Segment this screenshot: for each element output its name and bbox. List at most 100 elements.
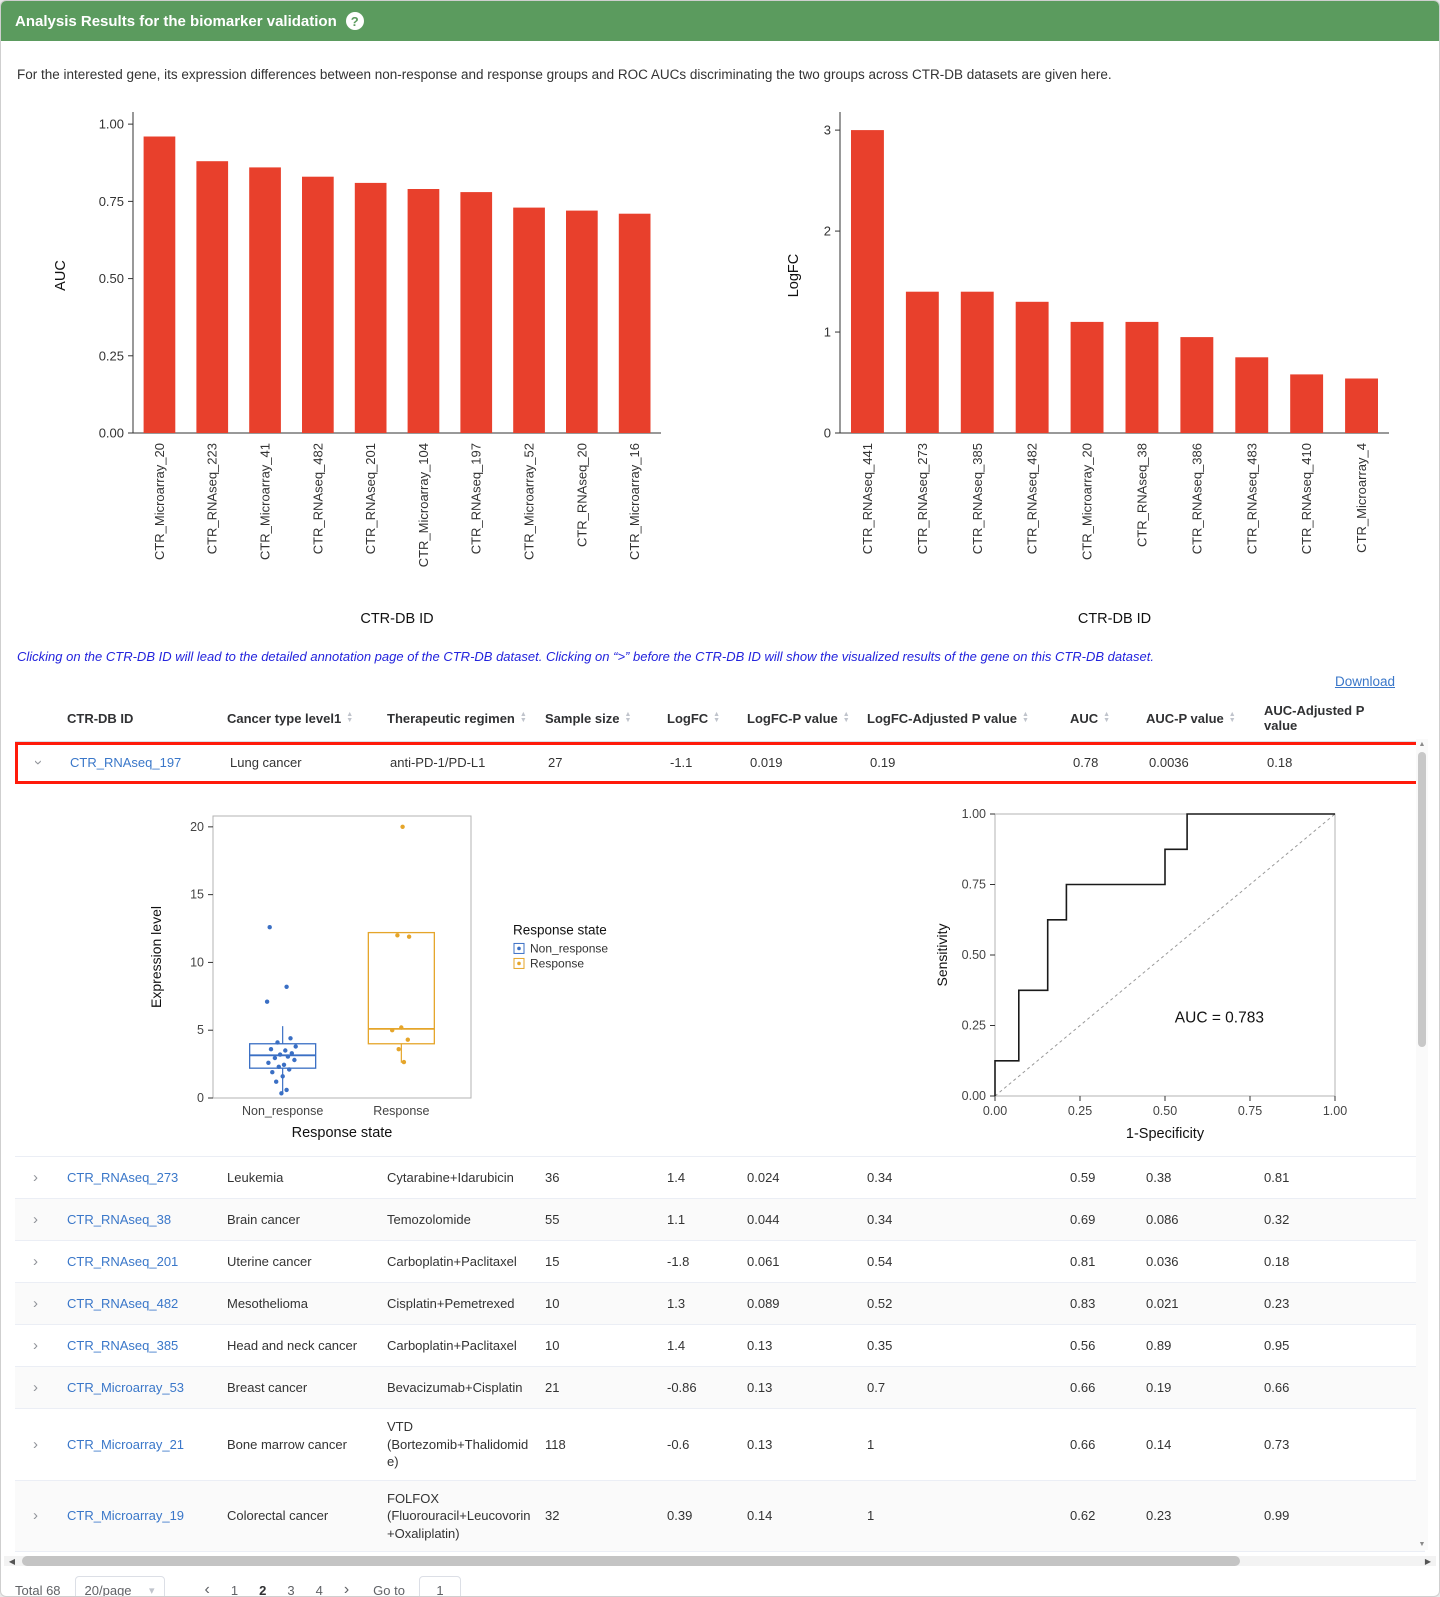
sort-caret-icon[interactable]: ▲ ▼: [519, 711, 527, 724]
cell-regimen: anti-PD-1/PD-L1: [390, 755, 486, 771]
expand-row-icon[interactable]: ›: [33, 1507, 38, 1525]
scroll-down-icon[interactable]: ▼: [1418, 1541, 1426, 1549]
column-header-logfc_adj_p[interactable]: LogFC-Adjusted P value ▲ ▼: [861, 703, 1064, 734]
sort-caret-icon[interactable]: ▲ ▼: [624, 711, 632, 724]
cell-auc: 0.81: [1070, 1253, 1096, 1269]
svg-text:CTR_RNAseq_20: CTR_RNAseq_20: [574, 443, 589, 547]
cell-sample: 10: [545, 1295, 560, 1311]
column-header-logfc[interactable]: LogFC ▲ ▼: [661, 703, 741, 734]
expand-row-icon[interactable]: ›: [33, 1378, 38, 1396]
sort-caret-icon[interactable]: ▲ ▼: [1022, 711, 1029, 724]
svg-text:CTR_RNAseq_482: CTR_RNAseq_482: [310, 443, 325, 554]
sort-caret-icon[interactable]: ▲ ▼: [713, 711, 721, 724]
svg-text:CTR_Microarray_4: CTR_Microarray_4: [1354, 443, 1369, 553]
svg-text:Response: Response: [530, 956, 584, 970]
table-row-CTR_RNAseq_201: › CTR_RNAseq_201 Uterine cancer Carboplatin…: [15, 1241, 1425, 1283]
horizontal-scroll-thumb[interactable]: [22, 1556, 1240, 1567]
cell-sample: 15: [545, 1253, 560, 1269]
page-button-1[interactable]: 1: [230, 1582, 239, 1597]
column-header-auc_p[interactable]: AUC-P value ▲ ▼: [1140, 703, 1258, 734]
cell-auc_p: 0.0036: [1149, 755, 1189, 771]
column-label: LogFC: [667, 710, 709, 726]
table-row-CTR_RNAseq_273: › CTR_RNAseq_273 Leukemia Cytarabine+Idarub…: [15, 1157, 1425, 1199]
vertical-scrollbar[interactable]: ▲ ▼: [1416, 739, 1428, 1551]
sort-caret-icon[interactable]: ▲ ▼: [842, 711, 850, 724]
cell-logfc: -0.86: [667, 1379, 697, 1395]
cell-auc: 0.69: [1070, 1211, 1096, 1227]
expand-row-icon[interactable]: ›: [33, 1252, 38, 1270]
cell-id: CTR_Microarray_53: [61, 1370, 221, 1406]
table-row-CTR_Microarray_53: › CTR_Microarray_53 Breast cancer Bevacizum…: [15, 1367, 1425, 1409]
ctr-db-id-link[interactable]: CTR_RNAseq_273: [67, 1169, 179, 1185]
ctr-db-id-link[interactable]: CTR_Microarray_19: [67, 1508, 185, 1524]
expand-row-icon[interactable]: ›: [33, 1336, 38, 1354]
cell-regimen: Cytarabine+Idarubicin: [387, 1169, 514, 1185]
svg-text:0: 0: [197, 1091, 204, 1105]
cell-logfc_adj_p: 0.54: [867, 1253, 893, 1269]
ctr-db-id-link[interactable]: CTR_RNAseq_385: [67, 1337, 179, 1353]
ctr-db-id-link[interactable]: CTR_RNAseq_201: [67, 1253, 179, 1269]
collapse-row-icon[interactable]: ›: [30, 760, 47, 766]
cell-logfc_p: 0.019: [750, 755, 783, 771]
sort-caret-icon[interactable]: ▲ ▼: [1228, 711, 1236, 724]
sort-caret-icon[interactable]: ▲ ▼: [346, 711, 354, 724]
horizontal-scroll-track[interactable]: [20, 1556, 1420, 1567]
column-label: LogFC-Adjusted P value: [867, 710, 1017, 726]
cell-logfc_p: 0.14: [747, 1508, 773, 1524]
chevron-down-icon: ▾: [149, 1584, 155, 1597]
column-label: AUC-Adjusted P value: [1264, 703, 1365, 733]
goto-page-input[interactable]: [418, 1576, 461, 1596]
goto-label: Go to: [373, 1582, 405, 1597]
expand-row-icon[interactable]: ›: [33, 1168, 38, 1186]
vertical-scroll-thumb[interactable]: [1418, 752, 1426, 1047]
expand-row-icon[interactable]: ›: [33, 1210, 38, 1228]
ctr-db-id-link[interactable]: CTR_RNAseq_482: [67, 1295, 179, 1311]
page-button-4[interactable]: 4: [315, 1582, 323, 1597]
cell-logfc_p: 0.13: [747, 1379, 773, 1395]
cell-cancer: Colorectal cancer: [227, 1508, 329, 1524]
download-link[interactable]: Download: [1334, 674, 1395, 689]
column-header-auc[interactable]: AUC ▲ ▼: [1064, 703, 1140, 734]
expand-row-icon[interactable]: ›: [33, 1435, 38, 1453]
scroll-right-icon[interactable]: ▶: [1424, 1556, 1432, 1566]
scroll-left-icon[interactable]: ◀: [8, 1556, 16, 1566]
prev-page-button[interactable]: ‹: [204, 1581, 210, 1597]
sort-caret-icon[interactable]: ▲ ▼: [1103, 711, 1111, 724]
cell-auc_p: 0.086: [1146, 1211, 1179, 1227]
column-header-regimen[interactable]: Therapeutic regimen ▲ ▼: [381, 703, 539, 734]
page-button-2-current[interactable]: 2: [259, 1582, 267, 1597]
svg-text:CTR_RNAseq_273: CTR_RNAseq_273: [915, 443, 930, 554]
cell-logfc_p: 0.044: [747, 1211, 780, 1227]
cell-logfc: 1.3: [667, 1295, 686, 1311]
column-label: LogFC-P value: [747, 710, 838, 726]
cell-id: CTR_RNAseq_201: [61, 1244, 221, 1280]
ctr-db-id-link[interactable]: CTR_RNAseq_38: [67, 1211, 172, 1227]
page-button-3[interactable]: 3: [287, 1582, 295, 1597]
scroll-up-icon[interactable]: ▲: [1418, 741, 1426, 748]
cell-logfc: -1.1: [670, 755, 693, 771]
svg-text:Response: Response: [373, 1104, 429, 1118]
cell-auc: 0.59: [1070, 1169, 1096, 1185]
column-header-sample[interactable]: Sample size ▲ ▼: [539, 703, 661, 734]
pagination: ‹ 1 2 3 4 ›: [204, 1581, 350, 1597]
cell-auc_adj_p: 0.23: [1264, 1295, 1290, 1311]
column-header-logfc_p[interactable]: LogFC-P value ▲ ▼: [741, 703, 861, 734]
cell-sample: 21: [545, 1379, 560, 1395]
svg-text:CTR_Microarray_41: CTR_Microarray_41: [258, 443, 273, 560]
cell-id: CTR_RNAseq_273: [61, 1160, 221, 1196]
svg-text:CTR_RNAseq_201: CTR_RNAseq_201: [363, 443, 378, 554]
horizontal-scrollbar[interactable]: ◀ ▶: [4, 1556, 1436, 1567]
page-size-select[interactable]: 20/page ▾: [74, 1576, 165, 1597]
cell-auc: 0.83: [1070, 1295, 1096, 1311]
help-icon[interactable]: ?: [345, 12, 364, 30]
next-page-button[interactable]: ›: [343, 1581, 350, 1597]
cell-logfc_adj_p: 1: [867, 1508, 875, 1524]
ctr-db-id-link[interactable]: CTR_Microarray_21: [67, 1436, 185, 1452]
svg-text:15: 15: [190, 888, 204, 902]
ctr-db-id-link[interactable]: CTR_Microarray_53: [67, 1379, 185, 1395]
cell-auc_adj_p: 0.66: [1264, 1379, 1290, 1395]
svg-text:0: 0: [824, 426, 831, 441]
ctr-db-id-link[interactable]: CTR_RNAseq_197: [70, 755, 182, 771]
expand-row-icon[interactable]: ›: [33, 1294, 38, 1312]
column-header-cancer[interactable]: Cancer type level1 ▲ ▼: [221, 703, 381, 734]
